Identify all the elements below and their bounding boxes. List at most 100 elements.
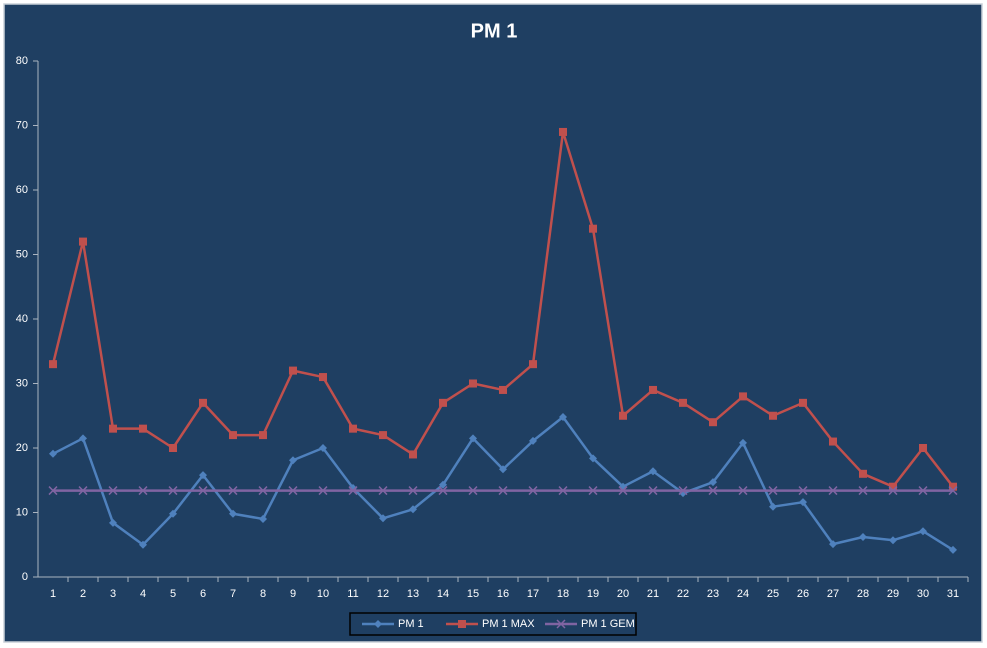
data-point (529, 360, 537, 369)
data-point (649, 385, 657, 394)
data-point (318, 486, 328, 496)
data-point (469, 379, 477, 388)
data-point (559, 127, 567, 136)
data-point (289, 456, 297, 465)
data-point (648, 486, 658, 496)
data-point (409, 450, 417, 459)
data-point (138, 486, 148, 496)
data-point (649, 467, 657, 476)
x-tick-label: 3 (110, 588, 116, 600)
data-point (259, 514, 267, 523)
x-tick-label: 18 (557, 588, 569, 600)
x-tick-label: 6 (200, 588, 206, 600)
y-tick-label: 70 (16, 119, 28, 131)
y-tick-label: 30 (16, 377, 28, 389)
data-point (319, 444, 327, 452)
data-point (169, 509, 177, 518)
data-point (619, 411, 627, 420)
x-tick-label: 5 (170, 588, 176, 600)
x-tick-label: 25 (767, 588, 779, 600)
x-tick-label: 21 (647, 588, 659, 600)
data-point (769, 411, 777, 420)
legend-marker (556, 619, 566, 629)
data-point (889, 536, 897, 545)
data-point (889, 482, 897, 491)
x-tick-label: 29 (887, 588, 899, 600)
data-point (378, 486, 388, 496)
data-point (259, 431, 267, 440)
x-tick-label: 1 (50, 588, 56, 600)
x-tick-label: 7 (230, 588, 236, 600)
data-point (289, 366, 297, 375)
data-point (739, 438, 747, 447)
data-point (828, 486, 838, 496)
y-tick-label: 20 (16, 442, 28, 454)
legend-marker (374, 620, 382, 628)
y-tick-label: 10 (16, 506, 28, 518)
data-point (798, 486, 808, 496)
legend-label: PM 1 (398, 618, 424, 630)
data-point (409, 505, 417, 514)
data-point (228, 486, 238, 496)
data-point (499, 465, 507, 474)
data-point (589, 454, 597, 463)
data-point (499, 385, 507, 394)
data-point (139, 540, 147, 549)
data-point (919, 444, 927, 452)
data-point (439, 480, 447, 489)
x-tick-label: 15 (467, 588, 479, 600)
x-tick-label: 30 (917, 588, 929, 600)
data-point (349, 424, 357, 433)
legend-marker (458, 620, 466, 628)
y-tick-label: 60 (16, 184, 28, 196)
y-tick-label: 40 (16, 313, 28, 325)
data-point (739, 392, 747, 401)
data-point (79, 434, 87, 443)
data-point (439, 398, 447, 407)
data-point (139, 424, 147, 433)
data-point (48, 486, 58, 496)
chart-title: PM 1 (471, 20, 518, 42)
data-point (888, 486, 898, 496)
data-point (469, 434, 477, 443)
x-tick-label: 24 (737, 588, 749, 600)
data-point (229, 509, 237, 518)
data-point (949, 482, 957, 491)
x-tick-label: 11 (347, 588, 358, 600)
data-point (799, 498, 807, 507)
x-tick-label: 23 (707, 588, 719, 600)
y-tick-label: 80 (16, 55, 28, 67)
data-point (829, 437, 837, 446)
y-tick-label: 50 (16, 248, 28, 260)
data-point (49, 449, 57, 458)
x-tick-label: 2 (80, 588, 86, 600)
legend (349, 612, 637, 636)
data-point (108, 486, 118, 496)
data-point (408, 486, 418, 496)
data-point (559, 413, 567, 422)
x-tick-label: 27 (827, 588, 839, 600)
chart-frame (3, 3, 983, 643)
data-point (199, 398, 207, 407)
data-point (769, 502, 777, 511)
x-tick-label: 13 (407, 588, 419, 600)
x-tick-label: 14 (437, 588, 449, 600)
data-point (589, 224, 597, 233)
data-point (859, 469, 867, 478)
data-point (379, 514, 387, 523)
data-point (78, 486, 88, 496)
data-point (198, 486, 208, 496)
data-point (768, 486, 778, 496)
data-point (709, 418, 717, 427)
data-point (558, 486, 568, 496)
data-point (859, 533, 867, 542)
legend-label: PM 1 MAX (482, 618, 535, 630)
x-tick-label: 9 (290, 588, 296, 600)
data-point (288, 486, 298, 496)
data-point (918, 486, 928, 496)
data-point (169, 444, 177, 452)
x-tick-label: 8 (260, 588, 266, 600)
data-point (738, 486, 748, 496)
x-tick-label: 28 (857, 588, 869, 600)
